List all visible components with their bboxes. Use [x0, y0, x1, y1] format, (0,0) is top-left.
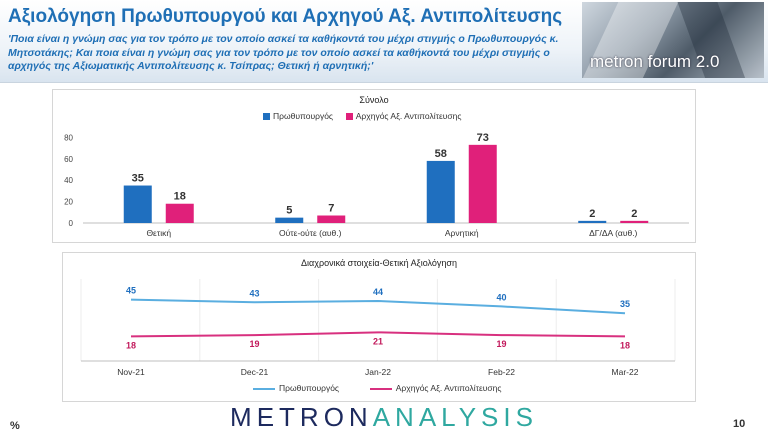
x-category-label: Θετική [146, 228, 171, 238]
x-category-label: Dec-21 [241, 367, 269, 377]
line-legend-label-opposition: Αρχηγός Αξ. Αντιπολίτευσης [395, 383, 502, 393]
bar-opposition [468, 144, 497, 223]
point-value-label: 19 [249, 339, 259, 349]
percent-sign: % [10, 420, 20, 432]
x-category-label: Mar-22 [612, 367, 639, 377]
x-category-label: ΔΓ/ΔΑ (αυθ.) [589, 228, 637, 238]
logo-text: metron forum 2.0 [590, 52, 720, 71]
legend-label-pm: Πρωθυπουργός [273, 111, 334, 121]
x-category-label: Feb-22 [488, 367, 515, 377]
brand-part1: METRON [230, 402, 373, 432]
legend-swatch-pm [263, 113, 270, 121]
page-title: Αξιολόγηση Πρωθυπουργού και Αρχηγού Αξ. … [8, 6, 563, 27]
line-chart-panel: Διαχρονικά στοιχεία-Θετική Αξιολόγηση 45… [62, 252, 696, 402]
y-tick-label: 40 [64, 176, 73, 185]
line-legend-label-pm: Πρωθυπουργός [279, 383, 340, 393]
y-tick-label: 60 [64, 155, 73, 164]
point-value-label: 18 [620, 340, 630, 350]
legend-line-opposition [369, 387, 392, 390]
metron-analysis-logo: METRONANALYSIS [0, 402, 768, 433]
bar-chart: 0 20 40 60 80 35 18 Θετική 5 7 Ούτε-ούτε (αυθ.) 58 7… [64, 132, 689, 238]
bar-chart-title: Σύνολο [359, 95, 389, 105]
bar-pm [426, 160, 455, 223]
line-chart-legend: Πρωθυπουργός Αρχηγός Αξ. Αντιπολίτευσης [253, 383, 501, 393]
point-value-label: 35 [620, 299, 630, 309]
x-category-label: Ούτε-ούτε (αυθ.) [279, 228, 342, 238]
legend-line-pm [253, 387, 275, 390]
legend-swatch-opposition [345, 113, 353, 121]
point-value-label: 45 [126, 286, 136, 296]
bar-value-label: 2 [631, 208, 637, 220]
brand-part2: ANALYSIS [372, 402, 538, 432]
x-category-label: Jan-22 [365, 367, 391, 377]
bar-pm [275, 217, 304, 223]
series-line-opposition [130, 331, 626, 338]
y-tick-label: 80 [64, 133, 73, 142]
bar-value-label: 5 [286, 205, 292, 217]
bar-chart-legend: Πρωθυπουργός Αρχηγός Αξ. Αντιπολίτευσης [263, 111, 461, 121]
legend-label-opposition: Αρχηγός Αξ. Αντιπολίτευσης [355, 111, 462, 121]
metron-forum-logo: metron forum 2.0 [582, 2, 764, 78]
bar-opposition [165, 203, 194, 223]
bar-value-label: 35 [132, 173, 144, 185]
line-chart-title: Διαχρονικά στοιχεία-Θετική Αξιολόγηση [301, 258, 457, 268]
bar-pm [578, 220, 607, 223]
header-banner: Αξιολόγηση Πρωθυπουργού και Αρχηγού Αξ. … [0, 0, 768, 83]
bar-value-label: 73 [477, 132, 489, 144]
bar-chart-panel: Σύνολο Πρωθυπουργός Αρχηγός Αξ. Αντιπολί… [52, 89, 696, 243]
bar-value-label: 7 [328, 203, 334, 215]
x-category-label: Nov-21 [117, 367, 145, 377]
point-value-label: 43 [249, 288, 259, 298]
bar-opposition [317, 215, 346, 223]
point-value-label: 40 [496, 292, 506, 302]
bar-value-label: 18 [174, 191, 186, 203]
point-value-label: 44 [373, 287, 383, 297]
bar-pm [123, 185, 152, 223]
x-category-label: Αρνητική [445, 228, 479, 238]
point-value-label: 19 [496, 339, 506, 349]
y-tick-label: 0 [69, 219, 74, 228]
y-tick-label: 20 [64, 198, 73, 207]
question-text: 'Ποια είναι η γνώμη σας για τον τρόπο με… [8, 33, 559, 72]
page-number: 10 [733, 418, 746, 430]
series-line-pm [130, 298, 626, 315]
bar-opposition [620, 220, 649, 223]
point-value-label: 21 [373, 336, 383, 346]
line-chart: 45 43 44 40 35 18 19 21 19 18 Nov-21 Dec-21 Jan-22 Fe… [80, 279, 676, 377]
point-value-label: 18 [126, 340, 136, 350]
bar-value-label: 58 [435, 148, 447, 160]
bar-value-label: 2 [589, 208, 595, 220]
